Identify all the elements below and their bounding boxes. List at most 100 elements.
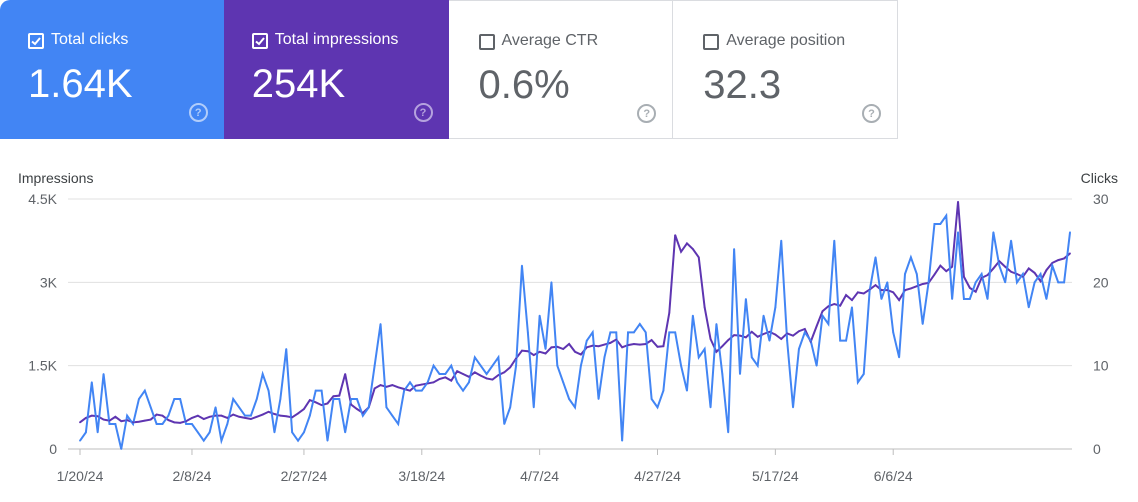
data-point-impressions — [220, 414, 223, 417]
data-point-impressions — [1033, 271, 1036, 274]
metric-card-total-impressions[interactable]: Total impressions 254K ? — [223, 0, 449, 139]
data-point-clicks — [414, 389, 417, 392]
data-point-impressions — [373, 387, 376, 390]
checkbox-unchecked-icon[interactable] — [478, 34, 495, 50]
data-point-clicks — [114, 423, 117, 425]
data-point-impressions — [750, 330, 753, 333]
data-point-impressions — [1045, 269, 1048, 272]
data-point-impressions — [526, 350, 529, 353]
data-point-impressions — [285, 415, 288, 418]
data-point-clicks — [974, 281, 977, 284]
data-point-impressions — [1063, 257, 1066, 260]
data-point-impressions — [909, 287, 912, 290]
data-point-impressions — [1027, 267, 1030, 270]
data-point-impressions — [974, 290, 977, 293]
data-point-impressions — [821, 310, 824, 313]
data-point-impressions — [167, 419, 170, 422]
data-point-clicks — [255, 398, 258, 400]
data-point-impressions — [432, 381, 435, 384]
metric-card-total-clicks[interactable]: Total clicks 1.64K ? — [0, 0, 224, 139]
data-point-clicks — [568, 398, 571, 400]
data-point-clicks — [585, 339, 588, 342]
data-point-clicks — [314, 389, 317, 392]
data-point-impressions — [562, 348, 565, 350]
data-point-clicks — [1039, 273, 1042, 275]
data-point-clicks — [191, 423, 193, 425]
data-point-impressions — [697, 256, 700, 259]
data-point-impressions — [385, 385, 388, 388]
checkbox-checked-icon[interactable] — [28, 33, 44, 49]
data-point-impressions — [497, 374, 500, 377]
data-point-impressions — [609, 341, 612, 344]
series-line-clicks — [79, 212, 1071, 450]
data-point-impressions — [839, 304, 842, 307]
data-point-clicks — [185, 423, 187, 425]
help-icon[interactable]: ? — [413, 103, 433, 122]
data-point-impressions — [279, 414, 282, 417]
data-point-impressions — [249, 418, 252, 420]
data-point-impressions — [90, 414, 93, 417]
checkbox-unchecked-icon[interactable] — [703, 34, 720, 50]
help-icon[interactable]: ? — [188, 103, 208, 122]
help-icon[interactable]: ? — [637, 104, 657, 123]
data-point-impressions — [550, 346, 553, 349]
data-point-impressions — [674, 234, 677, 237]
data-point-clicks — [161, 423, 164, 425]
data-point-clicks — [980, 273, 983, 275]
data-point-clicks — [138, 398, 140, 400]
data-point-clicks — [155, 423, 158, 425]
data-point-clicks — [1016, 281, 1018, 284]
data-point-clicks — [951, 298, 954, 300]
data-point-clicks — [668, 331, 671, 334]
help-icon[interactable]: ? — [862, 104, 881, 123]
data-point-impressions — [84, 416, 87, 419]
data-point-impressions — [379, 384, 382, 387]
data-point-impressions — [491, 378, 494, 381]
data-point-impressions — [350, 403, 352, 406]
data-point-impressions — [721, 345, 724, 348]
data-point-clicks — [350, 398, 352, 400]
data-point-clicks — [650, 398, 653, 400]
data-point-impressions — [179, 421, 182, 424]
data-point-clicks — [579, 364, 582, 367]
data-point-clicks — [308, 414, 311, 417]
metric-value: 254K — [251, 62, 346, 106]
data-point-impressions — [120, 420, 123, 423]
data-point-clicks — [597, 398, 600, 400]
metric-card-average-position[interactable]: Average position 32.3 ? — [673, 0, 898, 139]
data-point-impressions — [597, 345, 600, 348]
data-point-impressions — [438, 378, 441, 380]
data-point-clicks — [149, 406, 152, 409]
data-point-clicks — [297, 439, 299, 442]
data-point-clicks — [450, 364, 453, 367]
data-point-impressions — [391, 384, 394, 387]
data-point-clicks — [220, 439, 223, 442]
metric-label: Total impressions — [274, 31, 399, 48]
data-point-impressions — [762, 333, 765, 335]
data-point-clicks — [591, 331, 594, 334]
data-point-impressions — [356, 408, 358, 410]
data-point-impressions — [921, 283, 924, 285]
data-point-impressions — [650, 339, 653, 342]
data-point-clicks — [827, 323, 830, 325]
data-point-clicks — [727, 431, 730, 434]
data-point-impressions — [361, 411, 364, 414]
data-point-impressions — [715, 350, 718, 353]
data-point-clicks — [851, 306, 853, 309]
data-point-clicks — [361, 414, 364, 417]
data-point-clicks — [904, 273, 906, 275]
data-point-clicks — [96, 431, 99, 434]
data-point-impressions — [845, 294, 847, 297]
y-tick-label-right: 20 — [1093, 274, 1109, 290]
data-point-clicks — [267, 389, 270, 392]
data-point-clicks — [886, 281, 889, 284]
metric-card-average-ctr[interactable]: Average CTR 0.6% ? — [448, 0, 674, 139]
data-point-impressions — [568, 343, 571, 345]
data-point-impressions — [214, 414, 217, 417]
data-point-impressions — [739, 334, 741, 337]
data-point-clicks — [120, 448, 123, 450]
data-point-impressions — [102, 418, 105, 421]
checkbox-checked-icon[interactable] — [251, 33, 268, 49]
data-point-clicks — [102, 373, 105, 375]
